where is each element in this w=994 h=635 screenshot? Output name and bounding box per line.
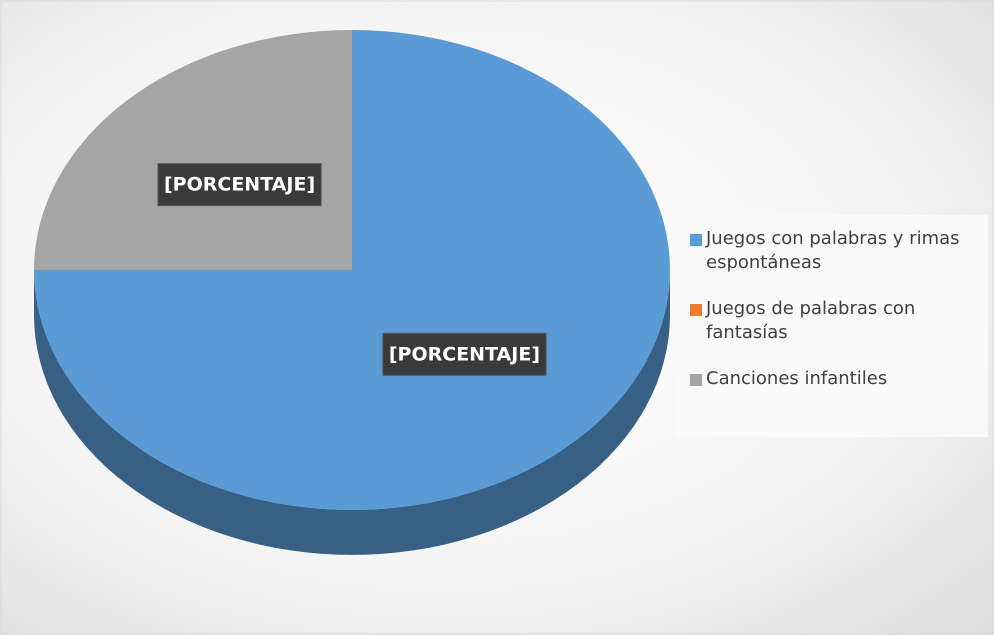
legend-swatch	[690, 234, 702, 246]
data-label: [PORCENTAJE]	[164, 174, 315, 196]
pie-side	[34, 270, 670, 555]
legend-item: Canciones infantiles	[690, 367, 980, 391]
legend-label: Juegos con palabras y rimas espontáneas	[706, 228, 960, 273]
legend-label: Juegos de palabras con fantasías	[706, 298, 916, 343]
data-label: [PORCENTAJE]	[389, 343, 540, 365]
legend-item: Juegos de palabras con fantasías	[690, 297, 980, 345]
pie-slice	[34, 30, 352, 270]
legend-label: Canciones infantiles	[706, 368, 888, 389]
legend-swatch	[690, 374, 702, 386]
legend-item: Juegos con palabras y rimas espontáneas	[690, 227, 980, 275]
legend: Juegos con palabras y rimas espontáneas J…	[676, 215, 988, 437]
data-label-box	[157, 163, 322, 207]
data-label-box	[382, 332, 547, 376]
legend-swatch	[690, 304, 702, 316]
